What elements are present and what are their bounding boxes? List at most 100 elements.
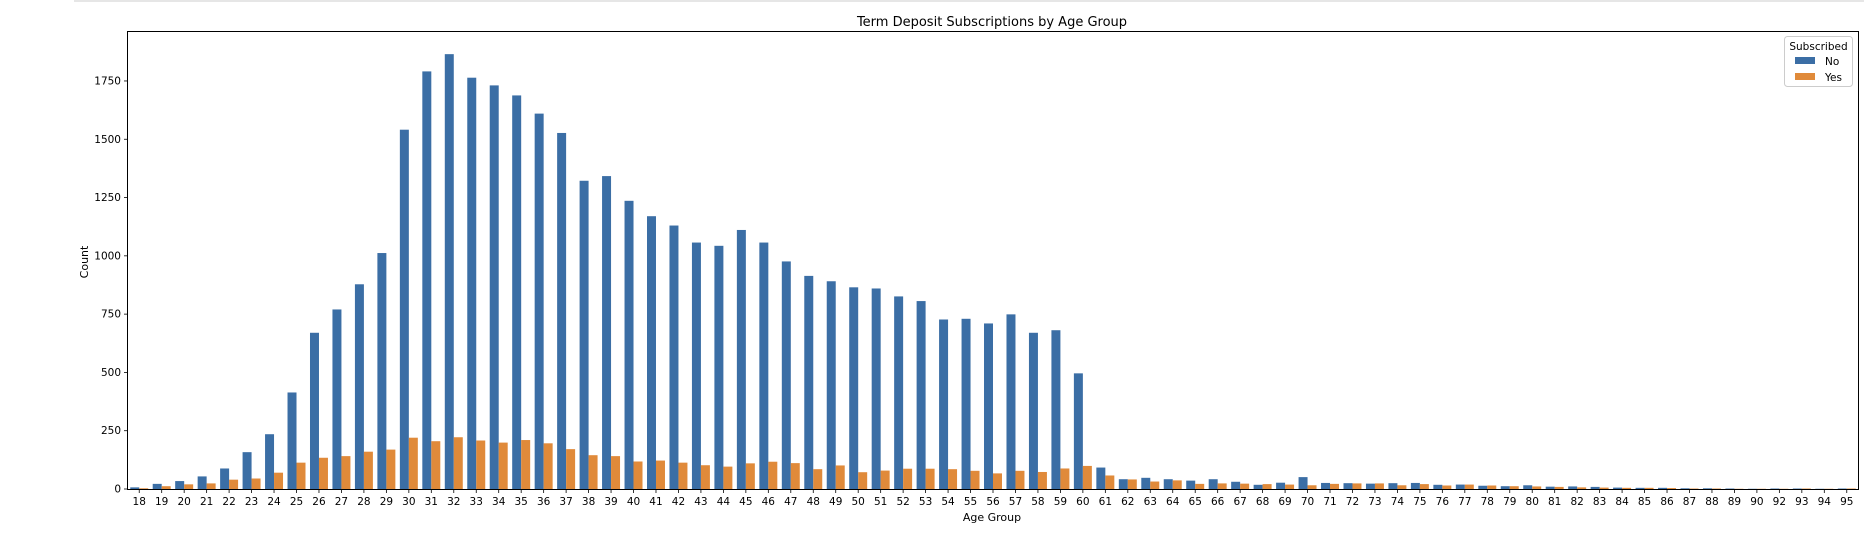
bar-yes-24 [274, 472, 284, 489]
bar-no-33 [467, 77, 477, 489]
bar-no-64 [1163, 479, 1173, 489]
x-tick-label: 73 [1368, 496, 1381, 508]
bar-no-82 [1568, 486, 1578, 489]
bar-no-61 [1096, 467, 1106, 489]
bar-no-29 [377, 253, 387, 489]
bar-no-56 [984, 323, 993, 489]
bar-no-36 [534, 113, 544, 490]
x-tick-label: 82 [1570, 496, 1583, 508]
x-tick-label: 30 [402, 496, 415, 508]
x-tick-label: 93 [1795, 496, 1808, 508]
x-tick-label: 55 [964, 496, 977, 508]
x-tick-label: 65 [1189, 496, 1202, 508]
bar-no-77 [1455, 484, 1465, 489]
legend-label-yes: Yes [1824, 72, 1842, 84]
bar-no-86 [1658, 487, 1668, 489]
x-tick-label: 80 [1526, 496, 1539, 508]
bar-yes-27 [341, 456, 351, 489]
x-tick-label: 42 [672, 496, 685, 508]
bar-yes-33 [476, 440, 486, 489]
x-tick-label: 81 [1548, 496, 1561, 508]
x-tick-label: 44 [717, 496, 731, 508]
bar-yes-78 [1487, 485, 1497, 489]
x-tick-label: 60 [1076, 496, 1089, 508]
y-tick-label: 1000 [94, 250, 121, 262]
bar-yes-26 [318, 457, 328, 489]
x-tick-label: 92 [1773, 496, 1786, 508]
bar-no-35 [512, 95, 522, 490]
bar-no-69 [1276, 482, 1286, 489]
bar-no-78 [1478, 485, 1488, 489]
bar-no-20 [175, 481, 185, 489]
x-tick-label: 56 [986, 496, 1000, 508]
bar-no-58 [1028, 332, 1038, 489]
bar-yes-72 [1352, 483, 1362, 489]
bar-yes-64 [1172, 480, 1182, 489]
bar-no-19 [152, 483, 162, 489]
x-tick-label: 51 [874, 496, 887, 508]
x-tick-label: 35 [514, 496, 527, 508]
x-tick-label: 75 [1413, 496, 1426, 508]
bar-yes-38 [588, 455, 598, 489]
bar-yes-23 [251, 478, 261, 489]
bar-yes-83 [1599, 487, 1609, 489]
bar-no-45 [736, 229, 746, 489]
x-tick-label: 25 [290, 496, 303, 508]
x-tick-label: 64 [1166, 496, 1180, 508]
bar-no-67 [1231, 481, 1241, 489]
bar-no-26 [309, 332, 319, 489]
bar-no-50 [849, 287, 859, 489]
x-tick-label: 41 [649, 496, 662, 508]
x-tick-label: 79 [1503, 496, 1516, 508]
bar-yes-71 [1330, 483, 1339, 489]
x-tick-label: 61 [1099, 496, 1112, 508]
bar-no-23 [242, 452, 252, 489]
x-tick-label: 43 [694, 496, 707, 508]
bar-yes-29 [386, 449, 396, 489]
bar-no-68 [1253, 484, 1263, 489]
bar-no-72 [1343, 483, 1353, 489]
bar-no-25 [287, 392, 297, 489]
bar-no-73 [1365, 483, 1375, 489]
x-tick-label: 67 [1233, 496, 1246, 508]
x-axis-label: Age Group [963, 511, 1021, 524]
x-tick-label: 69 [1278, 496, 1291, 508]
bar-no-51 [871, 288, 881, 489]
y-tick-label: 750 [101, 309, 121, 321]
x-tick-label: 46 [762, 496, 776, 508]
x-tick-label: 66 [1211, 496, 1225, 508]
bar-no-70 [1298, 477, 1308, 489]
top-rule [74, 0, 1864, 2]
x-tick-label: 23 [245, 496, 258, 508]
bar-no-63 [1141, 477, 1151, 489]
bars-group [130, 54, 1856, 490]
x-tick-label: 86 [1660, 496, 1674, 508]
bar-no-76 [1433, 484, 1443, 489]
bar-yes-86 [1667, 488, 1677, 489]
bar-no-21 [197, 476, 207, 489]
bar-yes-54 [948, 469, 958, 489]
bar-yes-55 [970, 470, 980, 489]
bar-no-79 [1500, 486, 1510, 489]
bar-yes-75 [1419, 484, 1429, 489]
bar-yes-47 [790, 463, 800, 489]
plot-frame [127, 31, 1859, 490]
x-tick-label: 74 [1391, 496, 1405, 508]
x-tick-label: 36 [537, 496, 551, 508]
bar-yes-73 [1374, 483, 1384, 489]
y-tick-label: 1750 [94, 75, 121, 87]
bar-yes-30 [408, 437, 418, 489]
x-tick-label: 34 [492, 496, 506, 508]
x-tick-label: 68 [1256, 496, 1269, 508]
bar-yes-41 [655, 460, 665, 489]
x-tick-label: 85 [1638, 496, 1651, 508]
x-tick-label: 48 [807, 496, 820, 508]
bar-no-47 [781, 261, 791, 489]
bar-no-88 [1702, 488, 1712, 489]
bar-yes-67 [1240, 483, 1250, 489]
bar-yes-65 [1195, 483, 1205, 489]
x-tick-label: 72 [1346, 496, 1359, 508]
bar-yes-80 [1532, 486, 1542, 489]
legend-label-no: No [1825, 56, 1839, 68]
bar-yes-21 [206, 483, 216, 489]
